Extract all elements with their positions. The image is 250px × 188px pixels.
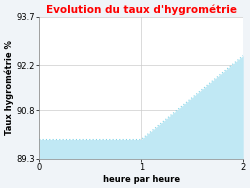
X-axis label: heure par heure: heure par heure	[103, 175, 180, 184]
Title: Evolution du taux d'hygrométrie: Evolution du taux d'hygrométrie	[46, 4, 237, 15]
Y-axis label: Taux hygrométrie %: Taux hygrométrie %	[4, 40, 14, 135]
